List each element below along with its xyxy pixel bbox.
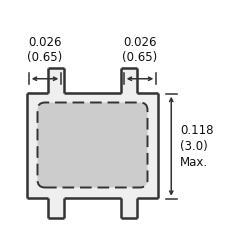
Bar [28, 92, 158, 198]
Bar [48, 68, 64, 92]
Bar [121, 68, 137, 92]
Bar [121, 198, 137, 218]
Bar [48, 198, 64, 218]
FancyBboxPatch shape [38, 102, 148, 188]
Text: 0.026
(0.65): 0.026 (0.65) [122, 36, 158, 64]
Text: 0.118
(3.0)
Max.: 0.118 (3.0) Max. [180, 124, 214, 169]
Text: 0.026
(0.65): 0.026 (0.65) [28, 36, 62, 64]
